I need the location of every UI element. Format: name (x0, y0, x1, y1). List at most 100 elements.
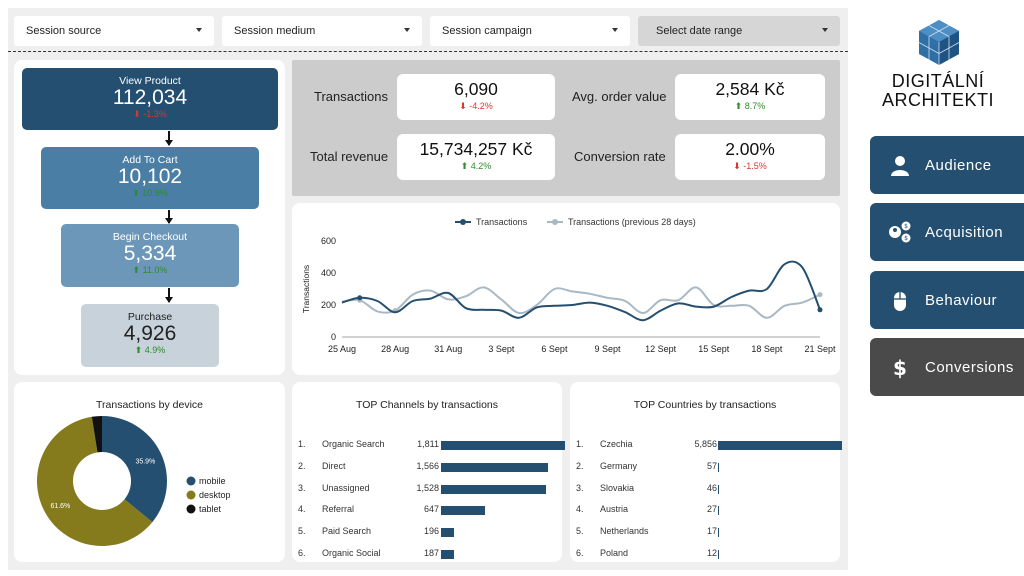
nav-audience-button[interactable]: Audience (870, 136, 1024, 194)
funnel-label: Begin Checkout (112, 231, 188, 243)
session-medium-filter[interactable]: Session medium (222, 16, 422, 46)
x-tick-label: 18 Sept (751, 344, 783, 354)
legend-label: mobile (199, 476, 226, 486)
funnel-panel: View Product 112,034 ⬇ -1.3% Add To Cart… (14, 60, 285, 375)
pie-slice-desktop (37, 416, 153, 546)
caret-down-icon (822, 28, 828, 32)
mouse-icon (894, 292, 906, 311)
funnel-change: ⬆ 11.0% (132, 265, 168, 275)
device-pie-panel: Transactions by device 35.9% 61.6% mobile d… (14, 382, 285, 562)
rank-number: 3. (298, 482, 306, 493)
kpi-label-total-revenue: Total revenue (310, 149, 389, 164)
pie-slice-mobile (102, 416, 167, 523)
legend-swatch (186, 490, 196, 500)
nav-behaviour-button[interactable]: Behaviour (870, 271, 1024, 329)
x-tick-label: 25 Aug (328, 344, 356, 354)
device-pie-chart: 35.9% 61.6% mobile desktop tablet (37, 416, 231, 546)
caret-down-icon (404, 28, 410, 32)
category-name: Referral (322, 504, 355, 515)
rank-number: 1. (576, 439, 584, 449)
caret-down-icon (612, 28, 618, 32)
value-bar (718, 528, 719, 538)
list-row: 2. Direct 1,566 (292, 461, 562, 475)
nav-conversions-button[interactable]: $ Conversions (870, 338, 1024, 396)
arrow-down-icon (165, 131, 173, 146)
category-name: Direct (322, 460, 346, 471)
x-tick-label: 21 Sept (804, 344, 836, 354)
value-bar (718, 506, 719, 516)
value-bar (441, 484, 546, 494)
rank-number: 2. (576, 460, 584, 471)
caret-down-icon (196, 28, 202, 32)
funnel-label: View Product (119, 75, 181, 87)
funnel-change: ⬇ -1.3% (133, 109, 167, 119)
funnel-change: ⬆ 4.9% (134, 345, 166, 355)
value-label: 5,856 (694, 439, 717, 449)
list-row: 3. Slovakia 46 (570, 483, 840, 497)
value-bar (718, 484, 719, 494)
session-source-filter[interactable]: Session source (14, 16, 214, 46)
legend-label: Transactions (476, 217, 528, 227)
rank-number: 5. (298, 526, 306, 537)
kpi-change: ⬆ 4.2% (460, 161, 492, 171)
category-name: Organic Social (322, 548, 381, 558)
nav-acquisition-button[interactable]: $ $ Acquisition (870, 203, 1024, 261)
x-tick-label: 3 Sept (488, 344, 515, 354)
kpi-card-total-revenue: 15,734,257 Kč ⬆ 4.2% (397, 134, 555, 180)
x-tick-label: 9 Sept (595, 344, 622, 354)
brand-line-2: ARCHITEKTI (881, 90, 994, 110)
funnel-begin-checkout: Begin Checkout 5,334 ⬆ 11.0% (61, 224, 239, 287)
nav-label: Acquisition (925, 223, 1004, 241)
funnel-view-product: View Product 112,034 ⬇ -1.3% (22, 68, 278, 130)
y-axis-label: Transactions (301, 265, 311, 313)
kpi-card-transactions: 6,090 ⬇ -4.2% (397, 74, 555, 120)
category-name: Austria (600, 504, 629, 515)
countries-title: TOP Countries by transactions (633, 399, 777, 411)
value-label: 1,528 (416, 482, 439, 493)
line-chart-panel: Transactions Transactions (previous 28 da… (292, 203, 840, 375)
kpi-card-conversion-rate: 2.00% ⬇ -1.5% (675, 134, 825, 180)
rank-number: 6. (298, 548, 306, 558)
y-tick-label: 0 (331, 332, 336, 342)
session-campaign-filter[interactable]: Session campaign (430, 16, 630, 46)
value-label: 187 (423, 548, 439, 558)
series-line (341, 260, 821, 322)
value-label: 12 (706, 548, 717, 558)
list-row: 6. Poland 12 (570, 548, 840, 562)
kpi-label-avg-order-value: Avg. order value (572, 89, 667, 104)
category-name: Paid Search (322, 526, 372, 537)
list-row: 2. Germany 57 (570, 461, 840, 475)
person-icon (891, 156, 909, 176)
value-label: 1,566 (416, 460, 439, 471)
kpi-value: 15,734,257 Kč (419, 139, 533, 159)
countries-panel: TOP Countries by transactions 1. Czechia 5… (570, 382, 842, 562)
list-row: 4. Referral 647 (292, 504, 562, 518)
category-name: Organic Search (322, 439, 385, 449)
y-tick-label: 200 (321, 300, 336, 310)
kpi-value: 2,584 Kč (715, 79, 785, 99)
value-bar (441, 506, 486, 516)
svg-text:$: $ (904, 223, 908, 230)
acquisition-icon: $ $ (889, 221, 911, 243)
cube-logo-icon (918, 20, 960, 65)
funnel-value: 112,034 (112, 86, 188, 109)
nav-label: Conversions (925, 358, 1014, 376)
category-name: Unassigned (322, 482, 370, 493)
filter-label: Session medium (234, 25, 316, 37)
data-point (817, 307, 823, 313)
y-tick-label: 600 (321, 236, 336, 246)
nav-label: Behaviour (925, 291, 998, 309)
value-label: 57 (706, 460, 717, 471)
funnel-value: 10,102 (117, 165, 183, 188)
date-range-filter[interactable]: Select date range (638, 16, 840, 46)
y-tick-label: 400 (321, 268, 336, 278)
x-tick-label: 15 Sept (698, 344, 730, 354)
legend-swatch-dot (552, 219, 558, 225)
kpi-area: Transactions 6,090 ⬇ -4.2% Avg. order va… (292, 60, 840, 196)
category-name: Slovakia (600, 482, 635, 493)
value-bar (441, 528, 455, 538)
series-line (341, 286, 821, 319)
category-name: Germany (600, 460, 638, 471)
arrow-down-icon (165, 210, 173, 224)
rank-number: 4. (298, 504, 306, 515)
